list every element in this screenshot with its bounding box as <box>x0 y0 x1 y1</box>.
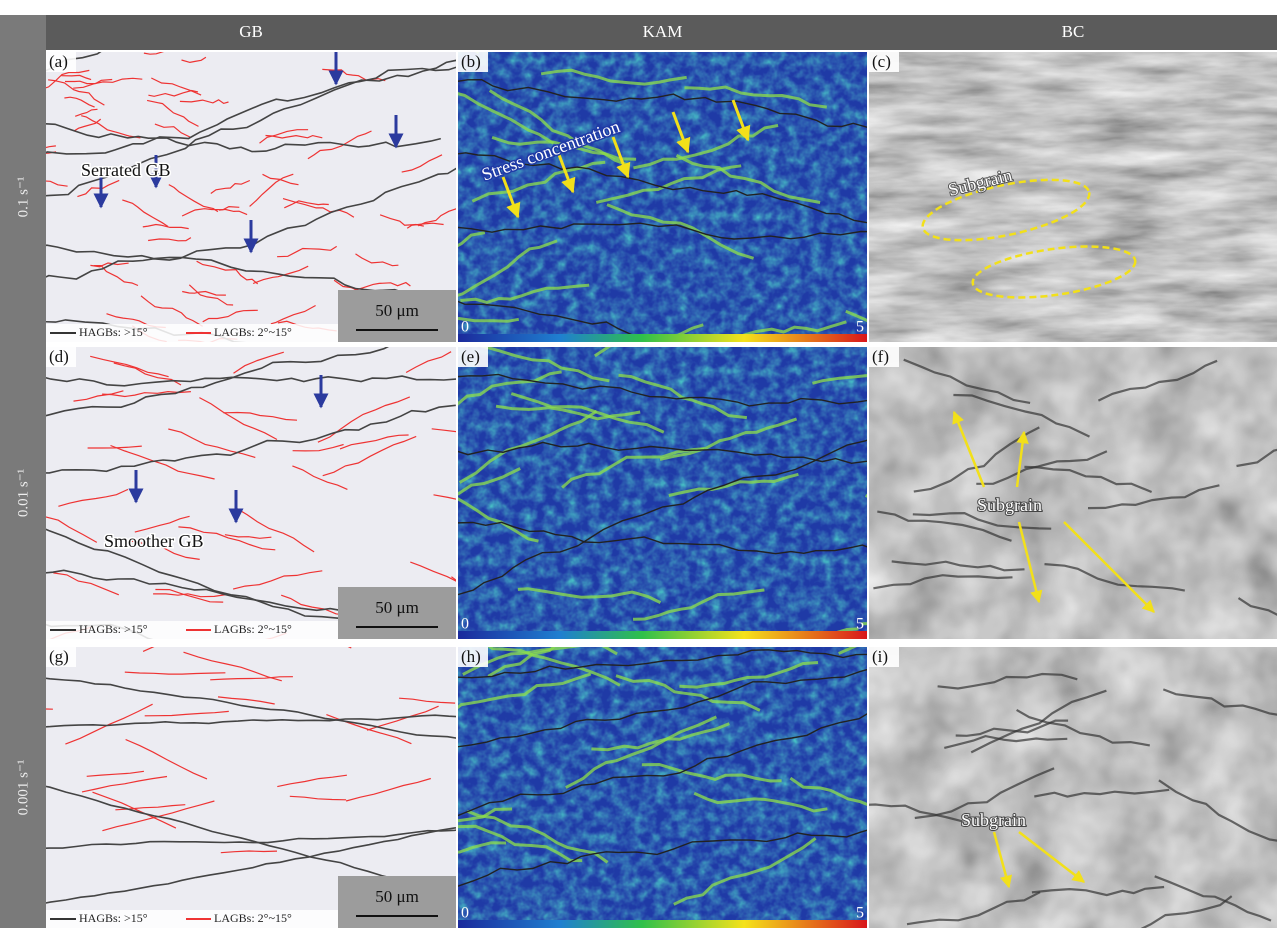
legend-lagb: LAGBs: 2°~15° <box>214 911 292 925</box>
colorbar-min: 0 <box>461 319 469 336</box>
kam-map <box>458 347 867 639</box>
row-label: 0.001 s⁻¹ <box>15 760 31 816</box>
column-header: GB <box>239 22 263 41</box>
panel: Subgrain(c) <box>869 52 1277 342</box>
bc-map <box>869 347 1277 639</box>
panel-image <box>8 322 511 669</box>
panel-label: (a) <box>49 52 68 71</box>
panel: Subgrain (f) <box>869 347 1277 654</box>
colorbar <box>458 631 867 639</box>
annotation: Subgrain <box>961 810 1026 830</box>
annotation: Serrated GB <box>81 160 170 180</box>
colorbar-max: 5 <box>856 616 864 633</box>
colorbar-min: 0 <box>461 905 469 922</box>
kam-map <box>458 52 867 342</box>
scale-bar-label: 50 μm <box>375 301 419 320</box>
colorbar <box>458 334 867 342</box>
panel-label: (c) <box>872 52 891 71</box>
panel: 50 μm HAGBs: >15° LAGBs: 2°~15° (g) <box>0 606 476 928</box>
panel: 50 μm HAGBs: >15° LAGBs: 2°~15° Serrated GB… <box>0 0 504 386</box>
column-header: BC <box>1062 22 1085 41</box>
bc-map <box>869 647 1277 928</box>
column-header: KAM <box>643 22 683 41</box>
annotation: Subgrain <box>977 495 1042 515</box>
row-label: 0.01 s⁻¹ <box>15 469 31 517</box>
legend-hagb: HAGBs: >15° <box>79 622 148 636</box>
legend-hagb: HAGBs: >15° <box>79 911 148 925</box>
colorbar-max: 5 <box>856 319 864 336</box>
panel-label: (f) <box>872 347 889 366</box>
scale-bar-label: 50 μm <box>375 887 419 906</box>
panel-label: (g) <box>49 647 69 666</box>
panel-image <box>869 52 1277 342</box>
panel-image <box>869 347 1277 654</box>
bc-map <box>869 52 1277 342</box>
colorbar <box>458 920 867 928</box>
colorbar-max: 5 <box>856 905 864 922</box>
annotation: Smoother GB <box>104 531 204 551</box>
row-label: 0.1 s⁻¹ <box>15 177 31 218</box>
panel-label: (e) <box>461 347 480 366</box>
panel: 50 μm HAGBs: >15° LAGBs: 2°~15° Smoother GB… <box>8 322 511 669</box>
legend-lagb: LAGBs: 2°~15° <box>214 325 292 339</box>
colorbar-min: 0 <box>461 616 469 633</box>
panel-label: (d) <box>49 347 69 366</box>
panel-label: (h) <box>461 647 481 666</box>
legend-lagb: LAGBs: 2°~15° <box>214 622 292 636</box>
figure: GB KAM BC 0.1 s⁻¹ 50 μm HAGBs: >15° LAGBs: 2°~… <box>0 0 1277 928</box>
panel: Subgrain (i) <box>852 647 1277 928</box>
panel-image <box>852 647 1277 928</box>
scale-bar-label: 50 μm <box>375 598 419 617</box>
panel-label: (b) <box>461 52 481 71</box>
panel-label: (i) <box>872 647 888 666</box>
legend-hagb: HAGBs: >15° <box>79 325 148 339</box>
